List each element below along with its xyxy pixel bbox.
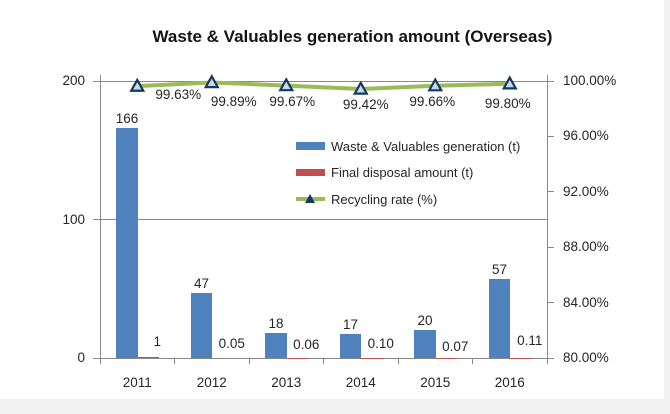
legend-label: Waste & Valuables generation (t) <box>331 138 521 154</box>
category-label: 2011 <box>122 375 152 390</box>
left-axis-tick-label: 100 <box>62 211 85 227</box>
chart-title: Waste & Valuables generation amount (Ove… <box>152 27 553 46</box>
x-axis-tick <box>99 358 101 364</box>
x-axis-tick <box>323 358 324 364</box>
x-axis-tick <box>248 358 250 364</box>
bar-value-label: 1 <box>153 334 161 349</box>
x-axis-tick <box>472 358 473 364</box>
left-axis-tick-label: 200 <box>62 73 85 88</box>
x-axis-tick <box>174 358 175 364</box>
waste-generation-bar <box>190 292 213 358</box>
right-axis-line <box>546 75 548 358</box>
right-axis-tick <box>547 191 554 193</box>
waste-generation-bar <box>488 279 511 358</box>
category-label: 2013 <box>271 375 302 390</box>
right-axis-tick-label: 96.00% <box>563 128 609 144</box>
window-edge-bottom <box>0 399 670 414</box>
triangle-marker-icon <box>129 77 146 92</box>
category-label: 2016 <box>494 375 525 390</box>
x-axis-tick <box>546 358 548 364</box>
waste-generation-bar <box>339 334 362 358</box>
bar-value-label: 0.11 <box>517 333 543 348</box>
right-axis-tick <box>547 246 554 248</box>
bar-value-label: 0.05 <box>218 336 245 351</box>
right-axis-tick-label: 88.00% <box>563 239 609 255</box>
waste-generation-bar <box>116 128 138 358</box>
legend-item-waste-generation: Waste & Valuables generation (t) <box>296 138 521 154</box>
right-axis-tick <box>547 357 554 359</box>
right-axis-tick <box>547 135 554 137</box>
left-axis-tick-label: 0 <box>77 350 85 365</box>
bar-value-label: 0.10 <box>367 336 394 351</box>
bar-value-label: 0.06 <box>293 337 320 352</box>
category-label: 2014 <box>345 375 376 390</box>
right-axis-tick-label: 80.00% <box>563 350 609 365</box>
waste-generation-bar <box>414 330 436 358</box>
bar-value-label: 18 <box>268 316 284 332</box>
bar-value-label: 47 <box>193 275 210 291</box>
legend-label: Final disposal amount (t) <box>331 165 474 180</box>
rate-value-label: 99.89% <box>210 94 257 109</box>
gridline <box>100 219 547 220</box>
legend-item-final-disposal: Final disposal amount (t) <box>296 165 520 180</box>
rate-value-label: 99.63% <box>155 87 202 102</box>
right-axis-tick-label: 92.00% <box>563 183 609 199</box>
waste-generation-bar <box>265 333 287 358</box>
legend: Waste & Valuables generation (t) Final d… <box>296 139 520 219</box>
triangle-marker-icon <box>501 75 518 90</box>
right-axis-tick-label: 100.00% <box>563 73 617 88</box>
left-axis-tick <box>93 219 100 220</box>
window-edge-right <box>664 0 670 414</box>
left-axis-tick <box>93 357 100 359</box>
rate-value-label: 99.42% <box>342 97 389 112</box>
legend-label: Recycling rate (%) <box>331 191 438 207</box>
legend-item-recycling-rate: Recycling rate (%) <box>296 191 520 207</box>
category-label: 2015 <box>420 375 451 390</box>
bar-value-label: 20 <box>417 313 433 329</box>
x-axis-tick <box>397 358 399 364</box>
rate-value-label: 99.67% <box>269 94 316 109</box>
right-axis-tick <box>547 302 554 304</box>
bar-value-label: 0.07 <box>442 339 469 354</box>
triangle-marker-icon <box>203 74 220 89</box>
left-axis-tick <box>93 80 100 82</box>
category-label: 2012 <box>196 375 227 390</box>
blue-bar-swatch-icon <box>296 142 325 150</box>
triangle-marker-icon <box>352 80 369 95</box>
final-disposal-bar <box>137 356 160 358</box>
right-axis-tick <box>547 80 554 82</box>
right-axis-tick-label: 84.00% <box>563 294 609 310</box>
line-marker-swatch-icon <box>296 194 325 204</box>
rate-value-label: 99.80% <box>484 96 531 111</box>
rate-value-label: 99.66% <box>409 94 456 109</box>
left-axis-line <box>99 75 101 358</box>
red-bar-swatch-icon <box>296 168 325 177</box>
bar-value-label: 57 <box>491 262 508 278</box>
triangle-marker-icon <box>305 194 315 204</box>
gridline <box>100 80 547 82</box>
bar-value-label: 17 <box>342 317 359 333</box>
bar-value-label: 166 <box>115 111 139 127</box>
